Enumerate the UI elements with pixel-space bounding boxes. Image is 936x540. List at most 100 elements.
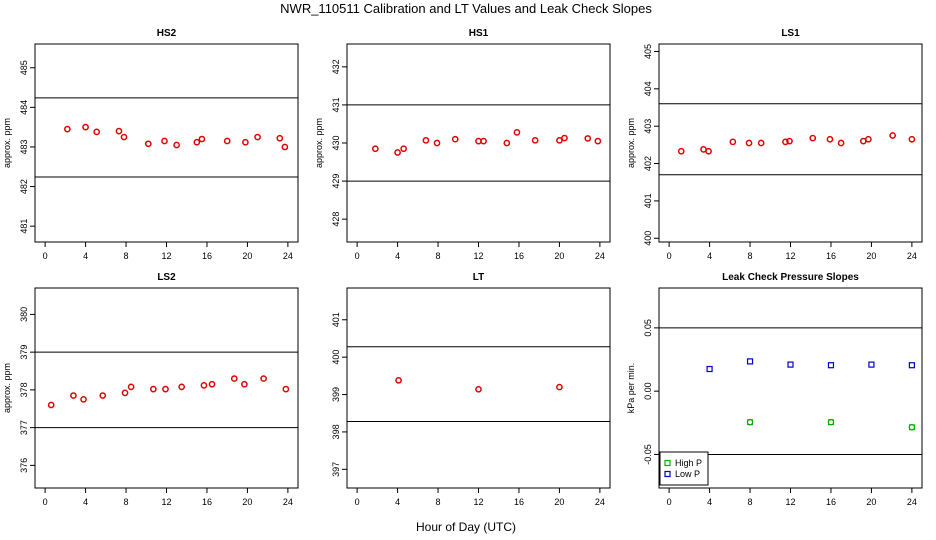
plot-frame xyxy=(34,287,299,489)
data-point xyxy=(746,358,754,365)
data-point xyxy=(230,375,238,382)
x-tick-label: 24 xyxy=(283,497,293,507)
x-tick-label: 16 xyxy=(826,497,836,507)
data-point xyxy=(394,149,401,156)
data-point xyxy=(729,138,737,146)
data-point-circle xyxy=(746,418,754,426)
data-point xyxy=(868,361,875,368)
panel-title: LS2 xyxy=(157,272,176,283)
y-tick-label: 431 xyxy=(331,97,341,112)
data-point xyxy=(782,138,789,146)
panel-hs2: HS2 0 4 8 12 16 20 24 481 482 483 484 485 approx. ppm xyxy=(2,28,299,261)
x-tick-label: 16 xyxy=(514,251,524,261)
data-point xyxy=(837,139,845,147)
data-point xyxy=(80,395,87,403)
data-point xyxy=(503,139,511,147)
data-point xyxy=(178,383,186,391)
y-tick-label: 402 xyxy=(643,156,653,171)
y-tick-label: 378 xyxy=(19,382,29,397)
y-tick-label: 0.05 xyxy=(643,319,653,337)
x-tick-label: 4 xyxy=(83,497,88,507)
data-point xyxy=(531,136,539,144)
series-ls1 xyxy=(677,132,916,155)
data-point xyxy=(242,138,249,146)
data-point xyxy=(400,145,407,153)
x-tick-label: 20 xyxy=(866,251,876,261)
data-point xyxy=(451,135,459,143)
series-hs2 xyxy=(64,123,289,151)
series-ls2 xyxy=(47,375,290,409)
x-tick-label: 20 xyxy=(866,497,876,507)
data-point xyxy=(200,382,208,389)
panel-title: HS2 xyxy=(157,28,177,39)
x-tick-label: 12 xyxy=(473,251,483,261)
y-tick-label: 483 xyxy=(19,139,29,154)
x-tick-label: 8 xyxy=(436,251,441,261)
x-tick-label: 0 xyxy=(667,497,672,507)
data-point xyxy=(705,147,712,155)
data-point xyxy=(173,141,180,149)
x-tick-label: 16 xyxy=(514,497,524,507)
y-tick-label: 400 xyxy=(643,231,653,246)
y-tick-label: 401 xyxy=(331,312,341,327)
data-point xyxy=(746,418,754,426)
panel-title: Leak Check Pressure Slopes xyxy=(722,272,859,283)
x-tick-label: 0 xyxy=(355,251,360,261)
y-tick-label: 0.00 xyxy=(643,382,653,400)
data-point xyxy=(64,125,71,133)
x-tick-label: 8 xyxy=(124,497,129,507)
y-tick-label: 377 xyxy=(19,420,29,435)
data-point xyxy=(161,137,168,145)
data-point xyxy=(827,418,835,426)
x-axis-label: Hour of Day (UTC) xyxy=(416,520,516,534)
data-point xyxy=(198,135,206,143)
figure-title: NWR_110511 Calibration and LT Values and… xyxy=(280,1,652,16)
data-point xyxy=(93,128,101,136)
y-tick-label: 481 xyxy=(19,219,29,234)
y-axis-label: approx. ppm xyxy=(2,118,12,168)
data-point xyxy=(786,137,793,145)
data-point xyxy=(908,362,915,369)
legend-entry: Low P xyxy=(675,469,700,479)
x-tick-label: 4 xyxy=(707,497,712,507)
legend-marker xyxy=(664,470,671,478)
series-high-p xyxy=(746,418,916,431)
y-axis-label: approx. ppm xyxy=(2,363,12,413)
data-point-square xyxy=(747,419,753,426)
data-point xyxy=(584,135,592,142)
data-point xyxy=(827,362,835,369)
data-point xyxy=(594,137,602,145)
data-point xyxy=(556,383,563,391)
x-tick-label: 16 xyxy=(202,497,212,507)
y-tick-label: 432 xyxy=(331,59,341,74)
data-point xyxy=(809,134,817,142)
data-point xyxy=(757,139,765,147)
x-tick-label: 16 xyxy=(826,251,836,261)
x-tick-label: 8 xyxy=(748,251,753,261)
y-axis-label: approx. ppm xyxy=(314,118,324,168)
y-tick-label: 405 xyxy=(643,44,653,59)
data-point xyxy=(706,365,713,373)
x-tick-label: 24 xyxy=(595,497,605,507)
data-point xyxy=(162,385,169,393)
data-point xyxy=(865,135,872,143)
x-tick-label: 12 xyxy=(785,251,795,261)
y-tick-label: 397 xyxy=(331,462,341,477)
x-tick-label: 0 xyxy=(355,497,360,507)
x-tick-label: 20 xyxy=(242,497,252,507)
y-tick-label: 398 xyxy=(331,424,341,439)
y-tick-label: 401 xyxy=(643,193,653,208)
data-point xyxy=(82,123,89,131)
legend-entry: High P xyxy=(675,458,702,468)
y-tick-label: 399 xyxy=(331,387,341,402)
y-tick-label: 485 xyxy=(19,60,29,75)
y-tick-label: 403 xyxy=(643,119,653,134)
data-point xyxy=(282,385,290,393)
data-point xyxy=(561,134,568,142)
y-tick-label: 484 xyxy=(19,100,29,115)
x-tick-label: 8 xyxy=(436,497,441,507)
data-point xyxy=(908,423,916,431)
data-point xyxy=(745,139,753,147)
data-point-square xyxy=(828,419,834,426)
